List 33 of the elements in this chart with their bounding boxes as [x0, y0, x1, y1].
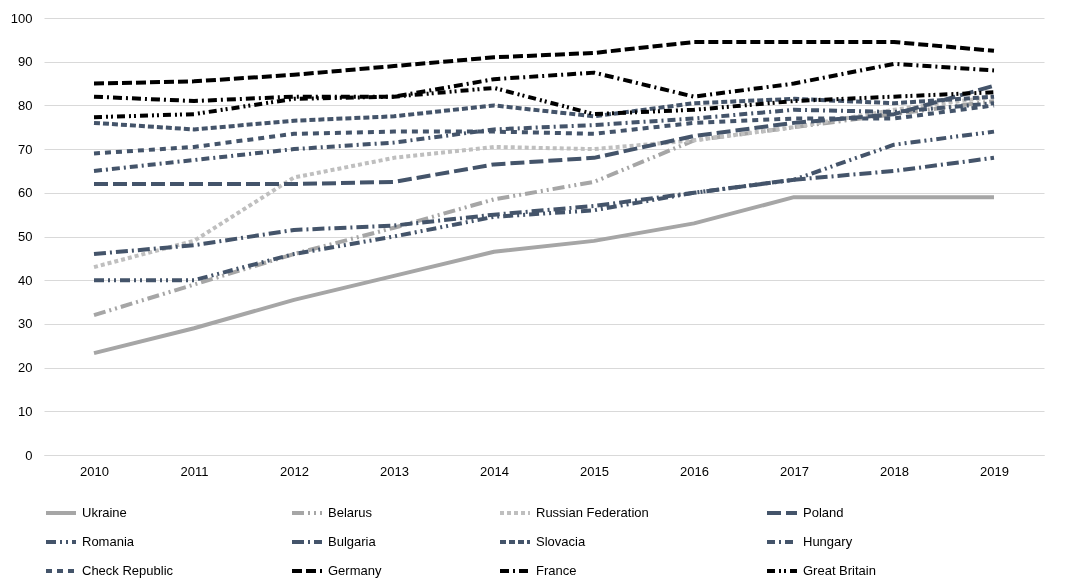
y-tick-label: 30 — [18, 316, 33, 332]
x-tick-label: 2011 — [180, 463, 209, 479]
x-tick-label: 2015 — [580, 463, 609, 479]
y-tick-label: 0 — [25, 447, 33, 463]
legend-label: Romania — [82, 534, 135, 549]
y-tick-label: 90 — [18, 54, 33, 70]
y-tick-label: 60 — [18, 185, 33, 201]
x-tick-label: 2019 — [980, 463, 1009, 479]
y-tick-label: 40 — [18, 272, 33, 288]
y-tick-label: 10 — [18, 403, 33, 419]
y-tick-label: 80 — [18, 97, 33, 113]
x-tick-label: 2018 — [880, 463, 909, 479]
legend-label: Hungary — [803, 534, 853, 549]
x-tick-label: 2017 — [780, 463, 809, 479]
y-tick-label: 20 — [18, 360, 33, 376]
legend-label: Russian Federation — [536, 505, 649, 520]
legend-label: Slovacia — [536, 534, 586, 549]
x-tick-label: 2012 — [280, 463, 309, 479]
legend-label: Bulgaria — [328, 534, 377, 549]
legend-label: Belarus — [328, 505, 373, 520]
legend-label: Great Britain — [803, 563, 876, 578]
y-tick-label: 50 — [18, 229, 33, 244]
legend-label: France — [536, 563, 577, 578]
x-tick-label: 2016 — [680, 463, 709, 479]
x-tick-label: 2014 — [480, 463, 509, 479]
x-tick-label: 2010 — [80, 463, 109, 479]
legend-label: Check Republic — [82, 563, 174, 578]
legend-label: Germany — [328, 563, 382, 578]
y-tick-label: 70 — [18, 141, 33, 157]
x-tick-label: 2013 — [380, 463, 409, 479]
legend-label: Poland — [803, 505, 844, 520]
y-tick-label: 100 — [10, 10, 33, 26]
legend-label: Ukraine — [82, 505, 127, 520]
